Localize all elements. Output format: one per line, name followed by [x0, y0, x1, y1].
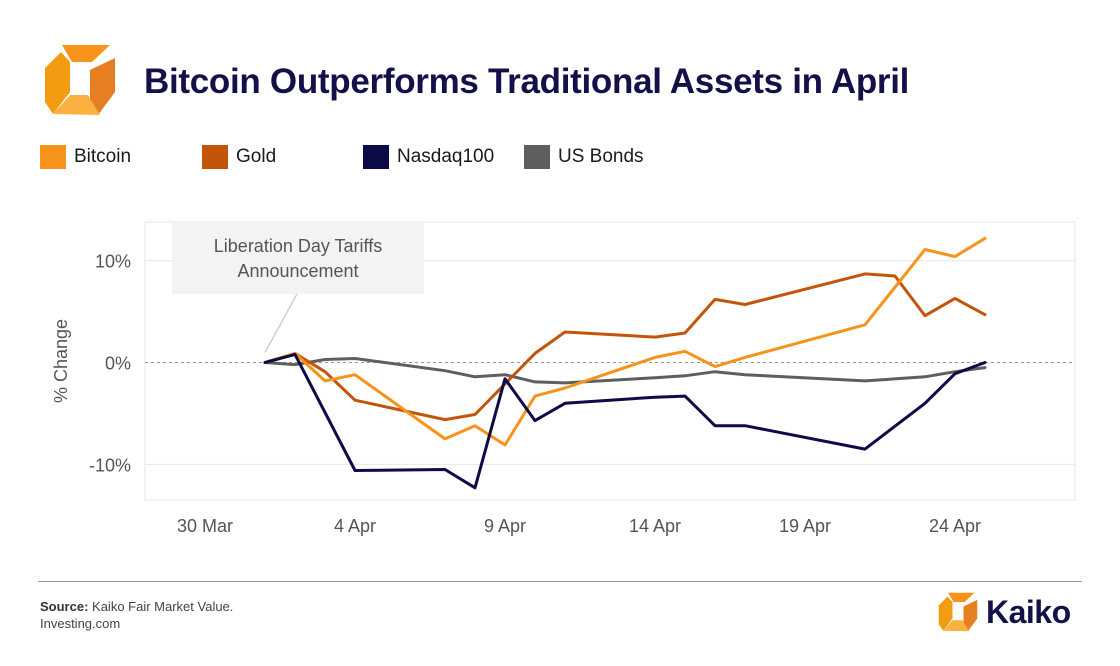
x-tick-label: 24 Apr	[929, 516, 981, 536]
annotation-box	[172, 222, 424, 294]
kaiko-brand-icon	[938, 592, 978, 632]
source-note: Source: Kaiko Fair Market Value. Investi…	[40, 598, 233, 632]
source-text: Kaiko Fair Market Value.	[92, 599, 234, 614]
annotation-leader-line	[264, 293, 298, 353]
legend-label-bitcoin: Bitcoin	[74, 146, 132, 167]
x-tick-label: 19 Apr	[779, 516, 831, 536]
legend-swatch-nasdaq100	[363, 145, 389, 169]
brand: Kaiko	[936, 590, 1071, 634]
legend-item-us-bonds: US Bonds	[524, 145, 644, 169]
legend-item-gold: Gold	[202, 145, 276, 169]
kaiko-logo-icon	[45, 45, 115, 115]
series-line-bitcoin	[263, 236, 987, 447]
legend-swatch-us-bonds	[524, 145, 550, 169]
footer-divider	[38, 581, 1082, 582]
legend-label-gold: Gold	[236, 146, 277, 167]
series-line-us-bonds	[263, 357, 987, 385]
y-tick-label: 0%	[105, 354, 131, 374]
y-tick-label: 10%	[95, 252, 131, 272]
legend-label-us-bonds: US Bonds	[558, 146, 644, 167]
y-axis-label: % Change	[51, 319, 71, 403]
legend-item-nasdaq100: Nasdaq100	[363, 145, 494, 169]
annotation-text: Liberation Day Tariffs	[214, 236, 382, 256]
brand-name: Kaiko	[986, 593, 1071, 630]
legend-swatch-bitcoin	[40, 145, 66, 169]
annotation-text: Announcement	[237, 261, 358, 281]
source-label: Source:	[40, 599, 89, 614]
source-line2: Investing.com	[40, 616, 121, 631]
x-tick-label: 9 Apr	[484, 516, 526, 536]
x-tick-label: 30 Mar	[177, 516, 233, 536]
legend-item-bitcoin: Bitcoin	[40, 145, 131, 169]
series-line-nasdaq100	[263, 352, 987, 490]
legend-label-nasdaq100: Nasdaq100	[397, 146, 495, 167]
x-tick-label: 4 Apr	[334, 516, 376, 536]
chart-title: Bitcoin Outperforms Traditional Assets i…	[144, 62, 910, 101]
plot-frame	[144, 221, 1076, 501]
legend-swatch-gold	[202, 145, 228, 169]
x-tick-label: 14 Apr	[629, 516, 681, 536]
y-tick-label: -10%	[89, 455, 131, 475]
